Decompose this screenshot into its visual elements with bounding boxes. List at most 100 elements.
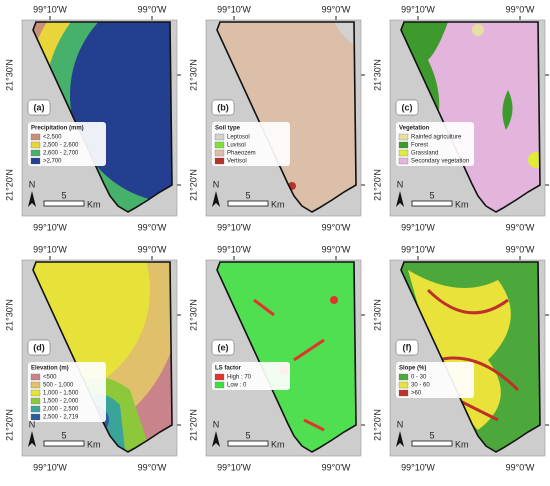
legend-title: Precipitation (mm) — [31, 126, 84, 132]
land-cover — [472, 24, 484, 36]
scale-bar — [43, 440, 85, 447]
legend-title: Soil type — [215, 126, 241, 132]
north-label: N — [397, 419, 404, 429]
legend-swatch — [214, 149, 225, 157]
legend-swatch — [30, 149, 41, 157]
legend-swatch — [398, 381, 409, 389]
legend-label: 1,500 - 2,000 — [43, 399, 79, 405]
panel: 99°10'W 99°10'W 99°0'W 99°0'W 21°30'N 21°20'N… — [372, 244, 549, 472]
legend: Slope (%) 0 - 30 30 - 60 >60 — [396, 362, 474, 398]
legend-label: <500 — [43, 375, 57, 381]
scale-unit: Km — [271, 439, 285, 449]
lon-label: 99°10'W — [33, 4, 67, 14]
lon-label: 99°10'W — [33, 222, 67, 232]
land-cover — [70, 22, 172, 203]
legend-swatch — [30, 133, 41, 141]
legend-label: Forest — [411, 143, 428, 149]
scale-distance: 5 — [61, 430, 66, 440]
lat-label: 21°30'N — [4, 59, 14, 91]
panel-letter: (c) — [402, 102, 413, 112]
panel: 99°10'W 99°10'W 99°0'W 99°0'W 21°30'N 21°20'N… — [4, 244, 181, 472]
land-cover — [528, 152, 540, 168]
scale-distance: 5 — [245, 430, 250, 440]
legend-title: LS factor — [215, 366, 242, 372]
lat-label: 21°20'N — [4, 169, 14, 201]
legend-box — [28, 362, 106, 422]
north-arrow — [212, 191, 220, 207]
lat-label: 21°20'N — [372, 169, 382, 201]
scale-unit: Km — [455, 439, 469, 449]
panel-letter: (e) — [218, 342, 229, 352]
lon-label: 99°0'W — [506, 244, 535, 254]
legend-box — [212, 122, 290, 166]
legend-label: High : 70 — [227, 375, 252, 381]
letter-box — [27, 339, 51, 356]
scale-distance: 5 — [429, 190, 434, 200]
legend-label: Grassland — [411, 151, 438, 157]
letter-box — [211, 99, 235, 116]
scale-distance: 5 — [245, 190, 250, 200]
legend: Vegetation Rainfed agriculture Forest Grass… — [396, 122, 474, 166]
legend-box — [212, 362, 290, 390]
lon-label: 99°10'W — [33, 244, 67, 254]
north-label: N — [29, 419, 36, 429]
legend-swatch — [398, 389, 409, 397]
legend-swatch — [30, 397, 41, 405]
lon-label: 99°10'W — [217, 462, 251, 472]
legend-label: 0 - 30 — [411, 375, 427, 381]
scale-bar — [43, 200, 85, 207]
north-arrow — [28, 191, 36, 207]
legend-swatch — [30, 373, 41, 381]
north-arrow — [28, 431, 36, 447]
lon-label: 99°0'W — [322, 222, 351, 232]
legend-label: 2,500 - 2,719 — [43, 415, 79, 421]
boundary — [216, 261, 357, 453]
scale-unit: Km — [87, 199, 101, 209]
lat-label: 21°30'N — [372, 59, 382, 91]
boundary — [400, 261, 541, 453]
legend: Precipitation (mm) <2,500 2,500 - 2,600 2,6… — [28, 122, 106, 166]
legend-swatch — [214, 133, 225, 141]
legend-label: 2,000 - 2,500 — [43, 407, 79, 413]
north-label: N — [397, 179, 404, 189]
north-arrow — [396, 431, 404, 447]
panel-letter: (f) — [403, 342, 412, 352]
legend-swatch — [30, 405, 41, 413]
lon-label: 99°0'W — [506, 222, 535, 232]
lon-label: 99°0'W — [322, 462, 351, 472]
panel: 99°10'W 99°10'W 99°0'W 99°0'W 21°30'N 21°20'N… — [4, 4, 181, 232]
legend-label: 2,500 - 2,600 — [43, 143, 79, 149]
lat-label: 21°20'N — [4, 409, 14, 441]
legend-label: Leptosol — [227, 135, 250, 141]
legend-swatch — [398, 141, 409, 149]
lon-label: 99°0'W — [322, 244, 351, 254]
legend-label: <2,500 — [43, 135, 62, 141]
legend-title: Vegetation — [399, 126, 430, 132]
panel-letter: (b) — [217, 102, 229, 112]
lon-label: 99°10'W — [401, 4, 435, 14]
lon-label: 99°10'W — [217, 222, 251, 232]
north-arrow — [212, 431, 220, 447]
panel: 99°10'W 99°10'W 99°0'W 99°0'W 21°30'N 21°20'N… — [188, 244, 365, 472]
land-cover — [334, 22, 356, 45]
panel: 99°10'W 99°10'W 99°0'W 99°0'W 21°30'N 21°20'N… — [372, 4, 549, 232]
legend-swatch — [398, 149, 409, 157]
legend-label: >2,700 — [43, 159, 62, 165]
legend-swatch — [398, 373, 409, 381]
legend-label: 500 - 1,000 — [43, 383, 74, 389]
scale-distance: 5 — [61, 190, 66, 200]
lon-label: 99°0'W — [138, 4, 167, 14]
legend-swatch — [30, 413, 41, 421]
lon-label: 99°10'W — [401, 244, 435, 254]
panel-letter: (d) — [33, 342, 45, 352]
scale-bar — [227, 440, 269, 447]
legend-swatch — [398, 133, 409, 141]
legend-title: Elevation (m) — [31, 366, 69, 372]
legend-label: Luvisol — [227, 143, 246, 149]
land-cover — [242, 298, 325, 432]
lon-label: 99°10'W — [33, 462, 67, 472]
legend-box — [396, 122, 474, 166]
lon-label: 99°0'W — [138, 462, 167, 472]
legend: LS factor High : 70 Low : 0 — [212, 362, 290, 390]
